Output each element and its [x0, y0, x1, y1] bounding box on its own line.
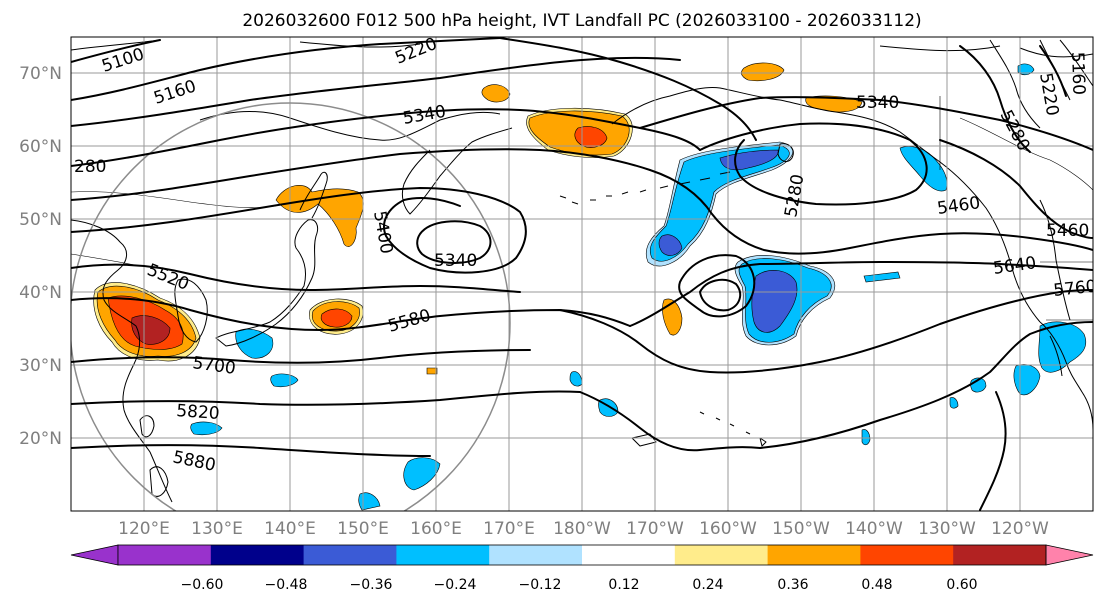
lon-tick: 160°E [410, 519, 462, 539]
colorbar-tick: −0.36 [350, 577, 393, 593]
lon-tick: 170°W [626, 519, 684, 539]
colorbar-tick: 0.48 [861, 577, 892, 593]
colorbar-segment [303, 545, 397, 565]
colorbar-segment [767, 545, 861, 565]
ivt-shading-negative [190, 63, 1087, 511]
lat-tick: 40°N [19, 283, 62, 303]
lon-tick: 170°E [483, 519, 535, 539]
colorbar-tick: 0.12 [608, 577, 639, 593]
contour-label: 5340 [434, 251, 477, 271]
lat-tick: 70°N [19, 64, 62, 84]
lon-tick: 130°E [191, 519, 243, 539]
lon-tick: 130°W [918, 519, 976, 539]
lon-tick: 140°W [845, 519, 903, 539]
colorbar-extension-high [1045, 544, 1094, 566]
colorbar-extension-low [70, 544, 119, 566]
lat-tick: 30°N [19, 356, 62, 376]
colorbar-segment [396, 545, 490, 565]
height-contours [71, 37, 1093, 511]
colorbar-tick: 0.24 [692, 577, 723, 593]
colorbar-tick: −0.60 [181, 577, 224, 593]
colorbar-tick: 0.36 [777, 577, 808, 593]
colorbar-segment [210, 545, 305, 565]
longitude-ticks: 120°E 130°E 140°E 150°E 160°E 170°E 180°… [118, 519, 1049, 539]
colorbar-frame [117, 544, 1047, 566]
contour-label: 280 [74, 157, 106, 177]
contour-label: 5340 [856, 93, 899, 113]
colorbar [70, 544, 1094, 566]
lat-tick: 20°N [19, 429, 62, 449]
latitude-ticks: 70°N 60°N 50°N 40°N 30°N 20°N [19, 64, 62, 449]
contour-label: 5160 [1067, 51, 1088, 95]
colorbar-tick: −0.12 [519, 577, 562, 593]
lon-tick: 150°E [337, 519, 389, 539]
gridlines [71, 37, 1093, 511]
colorbar-segment [582, 545, 676, 565]
lon-tick: 150°W [772, 519, 830, 539]
colorbar-segment [953, 545, 1047, 565]
contour-label: 5760 [1052, 277, 1097, 301]
colorbar-ticks: −0.60 −0.48 −0.36 −0.24 −0.12 0.12 0.24 … [181, 577, 978, 593]
landfall-radius-circle [71, 102, 511, 511]
figure-title: 2026032600 F012 500 hPa height, IVT Land… [242, 11, 921, 31]
contour-label: 5820 [176, 401, 221, 424]
lat-tick: 60°N [19, 137, 62, 157]
colorbar-segment [860, 545, 954, 565]
lon-tick: 140°E [264, 519, 316, 539]
colorbar-segment [674, 545, 769, 565]
lon-tick: 180°W [553, 519, 611, 539]
lat-tick: 50°N [19, 210, 62, 230]
lon-tick: 120°W [991, 519, 1049, 539]
colorbar-tick: −0.48 [265, 577, 308, 593]
colorbar-segment [489, 545, 583, 565]
map-frame [70, 36, 1094, 512]
contour-label: 5460 [1046, 221, 1089, 241]
colorbar-tick: −0.24 [434, 577, 477, 593]
colorbar-tick: 0.60 [946, 577, 977, 593]
lon-tick: 120°E [118, 519, 170, 539]
map-area: 5100 5160 5220 280 5340 5340 5340 5400 5… [71, 37, 1097, 511]
lon-tick: 160°W [699, 519, 757, 539]
colorbar-segment [118, 545, 212, 565]
